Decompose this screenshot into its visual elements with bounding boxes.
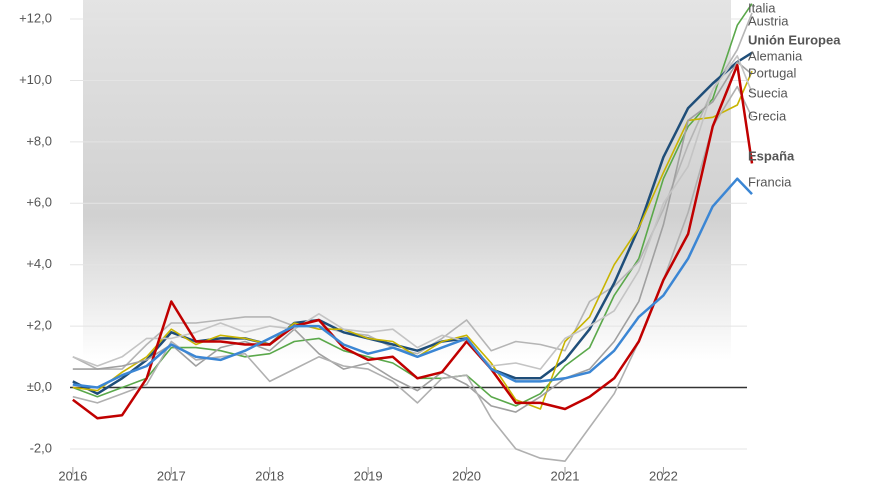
- legend-label: Suecia: [748, 85, 789, 100]
- y-tick-label: +8,0: [26, 133, 52, 148]
- legend-label: Unión Europea: [748, 32, 841, 47]
- legend-label: Francia: [748, 174, 792, 189]
- y-tick-label: +2,0: [26, 318, 52, 333]
- legend-label: España: [748, 148, 795, 163]
- y-tick-label: +6,0: [26, 195, 52, 210]
- x-tick-label: 2016: [58, 468, 87, 483]
- legend-label: Alemania: [748, 48, 803, 63]
- y-tick-label: -2,0: [30, 440, 52, 455]
- series-line: [72, 51, 753, 395]
- background-photo: [83, 0, 731, 360]
- series-line: [72, 61, 753, 413]
- x-tick-label: 2021: [551, 468, 580, 483]
- series-line: [72, 177, 753, 389]
- legend-label: Grecia: [748, 108, 787, 123]
- y-tick-label: +12,0: [19, 10, 52, 25]
- x-tick-label: 2022: [649, 468, 678, 483]
- y-tick-label: +10,0: [19, 72, 52, 87]
- legend-label: Portugal: [748, 65, 797, 80]
- x-tick-label: 2018: [255, 468, 284, 483]
- x-tick-label: 2019: [354, 468, 383, 483]
- legend-label: Austria: [748, 13, 789, 28]
- x-tick-label: 2020: [452, 468, 481, 483]
- y-tick-label: ±0,0: [27, 379, 52, 394]
- x-tick-label: 2017: [157, 468, 186, 483]
- series-line: [72, 63, 754, 420]
- series-line: [72, 12, 753, 370]
- y-tick-label: +4,0: [26, 256, 52, 271]
- series-line: [72, 55, 753, 370]
- legend-label: Italia: [748, 0, 776, 15]
